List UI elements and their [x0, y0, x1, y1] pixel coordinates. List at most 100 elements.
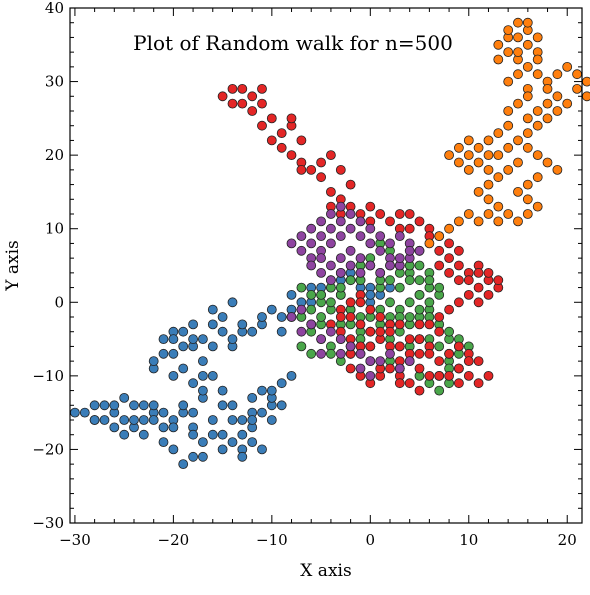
- scatter-point-series-5: [286, 238, 297, 249]
- scatter-point-series-3: [394, 341, 405, 352]
- scatter-point-series-1: [207, 304, 218, 315]
- scatter-point-series-3: [365, 201, 376, 212]
- scatter-point-series-3: [414, 334, 425, 345]
- scatter-point-series-5: [394, 231, 405, 242]
- scatter-point-series-2: [434, 341, 445, 352]
- scatter-point-series-2: [434, 282, 445, 293]
- scatter-point-series-1: [79, 407, 90, 418]
- scatter-point-series-4: [513, 47, 523, 57]
- scatter-point-series-5: [365, 370, 376, 381]
- scatter-point-series-4: [493, 201, 504, 212]
- scatter-point-series-3: [276, 128, 287, 139]
- scatter-point-series-5: [306, 260, 317, 271]
- scatter-point-series-3: [316, 157, 327, 168]
- scatter-point-series-1: [89, 415, 100, 425]
- scatter-point-series-1: [237, 319, 248, 330]
- scatter-point-series-2: [394, 282, 405, 293]
- scatter-point-series-2: [424, 297, 435, 308]
- scatter-point-series-1: [227, 415, 238, 425]
- scatter-point-series-4: [522, 209, 533, 219]
- scatter-point-series-1: [266, 415, 277, 425]
- scatter-point-series-3: [453, 275, 464, 286]
- scatter-point-series-1: [168, 422, 179, 433]
- scatter-point-series-4: [463, 150, 474, 161]
- x-tick-label: −20: [158, 531, 190, 549]
- scatter-point-series-3: [365, 304, 376, 315]
- scatter-point-series-5: [306, 223, 317, 234]
- scatter-point-series-4: [493, 150, 504, 161]
- scatter-point-series-1: [276, 400, 287, 411]
- scatter-point-series-1: [178, 459, 189, 470]
- scatter-point-series-1: [207, 319, 218, 330]
- scatter-point-series-4: [522, 194, 533, 205]
- scatter-point-series-4: [503, 76, 514, 87]
- scatter-point-series-3: [355, 319, 366, 330]
- scatter-point-series-5: [394, 363, 405, 374]
- scatter-point-series-1: [237, 451, 248, 462]
- scatter-point-series-1: [109, 400, 120, 411]
- scatter-point-series-5: [355, 363, 366, 374]
- scatter-point-series-2: [414, 304, 425, 315]
- scatter-point-series-4: [562, 98, 573, 109]
- y-tick-label: 0: [54, 293, 64, 311]
- scatter-point-series-3: [276, 142, 287, 153]
- scatter-point-series-5: [325, 260, 336, 271]
- scatter-point-series-1: [217, 385, 228, 396]
- scatter-point-series-3: [434, 312, 445, 322]
- scatter-point-series-4: [532, 54, 543, 65]
- scatter-point-series-2: [424, 275, 435, 286]
- scatter-point-series-3: [473, 282, 484, 293]
- scatter-point-series-1: [119, 415, 130, 425]
- scatter-point-series-1: [237, 415, 248, 425]
- scatter-point-series-3: [414, 385, 425, 396]
- scatter-point-series-1: [197, 385, 208, 396]
- scatter-point-series-2: [316, 312, 327, 322]
- scatter-point-series-5: [345, 209, 356, 219]
- scatter-point-series-1: [119, 429, 130, 440]
- scatter-point-series-3: [385, 216, 395, 227]
- x-tick-label: 10: [459, 531, 478, 549]
- scatter-point-series-4: [532, 106, 543, 116]
- scatter-point-series-5: [325, 275, 336, 286]
- scatter-point-series-4: [473, 186, 484, 197]
- scatter-point-series-3: [394, 378, 405, 389]
- scatter-point-series-5: [325, 326, 336, 337]
- scatter-point-series-2: [434, 385, 445, 396]
- scatter-point-series-4: [522, 62, 533, 72]
- scatter-point-series-4: [503, 25, 514, 36]
- scatter-point-series-5: [404, 245, 415, 256]
- scatter-point-series-1: [109, 422, 120, 433]
- scatter-point-series-1: [158, 348, 169, 359]
- scatter-point-series-3: [493, 275, 504, 286]
- scatter-point-series-1: [207, 415, 218, 425]
- scatter-point-series-4: [513, 69, 523, 80]
- scatter-point-series-1: [276, 312, 287, 322]
- scatter-point-series-3: [325, 186, 336, 197]
- scatter-point-series-3: [463, 289, 474, 300]
- scatter-point-series-3: [345, 179, 356, 190]
- scatter-point-series-1: [168, 370, 179, 381]
- scatter-point-series-4: [493, 216, 504, 227]
- scatter-point-series-4: [572, 69, 582, 80]
- scatter-point-series-1: [276, 326, 287, 337]
- scatter-point-series-4: [542, 157, 553, 168]
- scatter-point-series-5: [355, 253, 366, 264]
- y-tick-label: 20: [45, 146, 64, 164]
- scatter-point-series-1: [99, 400, 110, 411]
- scatter-point-series-1: [158, 422, 169, 433]
- scatter-point-series-1: [217, 429, 228, 440]
- y-tick-label: −20: [32, 440, 64, 458]
- scatter-point-series-3: [424, 370, 435, 381]
- scatter-point-series-5: [335, 201, 346, 212]
- scatter-point-series-5: [316, 231, 327, 242]
- scatter-point-series-1: [178, 363, 189, 374]
- scatter-point-series-5: [365, 356, 376, 367]
- scatter-point-series-2: [306, 348, 317, 359]
- scatter-point-series-4: [522, 39, 533, 50]
- scatter-point-series-4: [522, 128, 533, 139]
- scatter-point-series-4: [522, 113, 533, 124]
- scatter-point-series-1: [266, 385, 277, 396]
- scatter-point-series-5: [306, 238, 317, 249]
- y-tick-label: −30: [32, 514, 64, 532]
